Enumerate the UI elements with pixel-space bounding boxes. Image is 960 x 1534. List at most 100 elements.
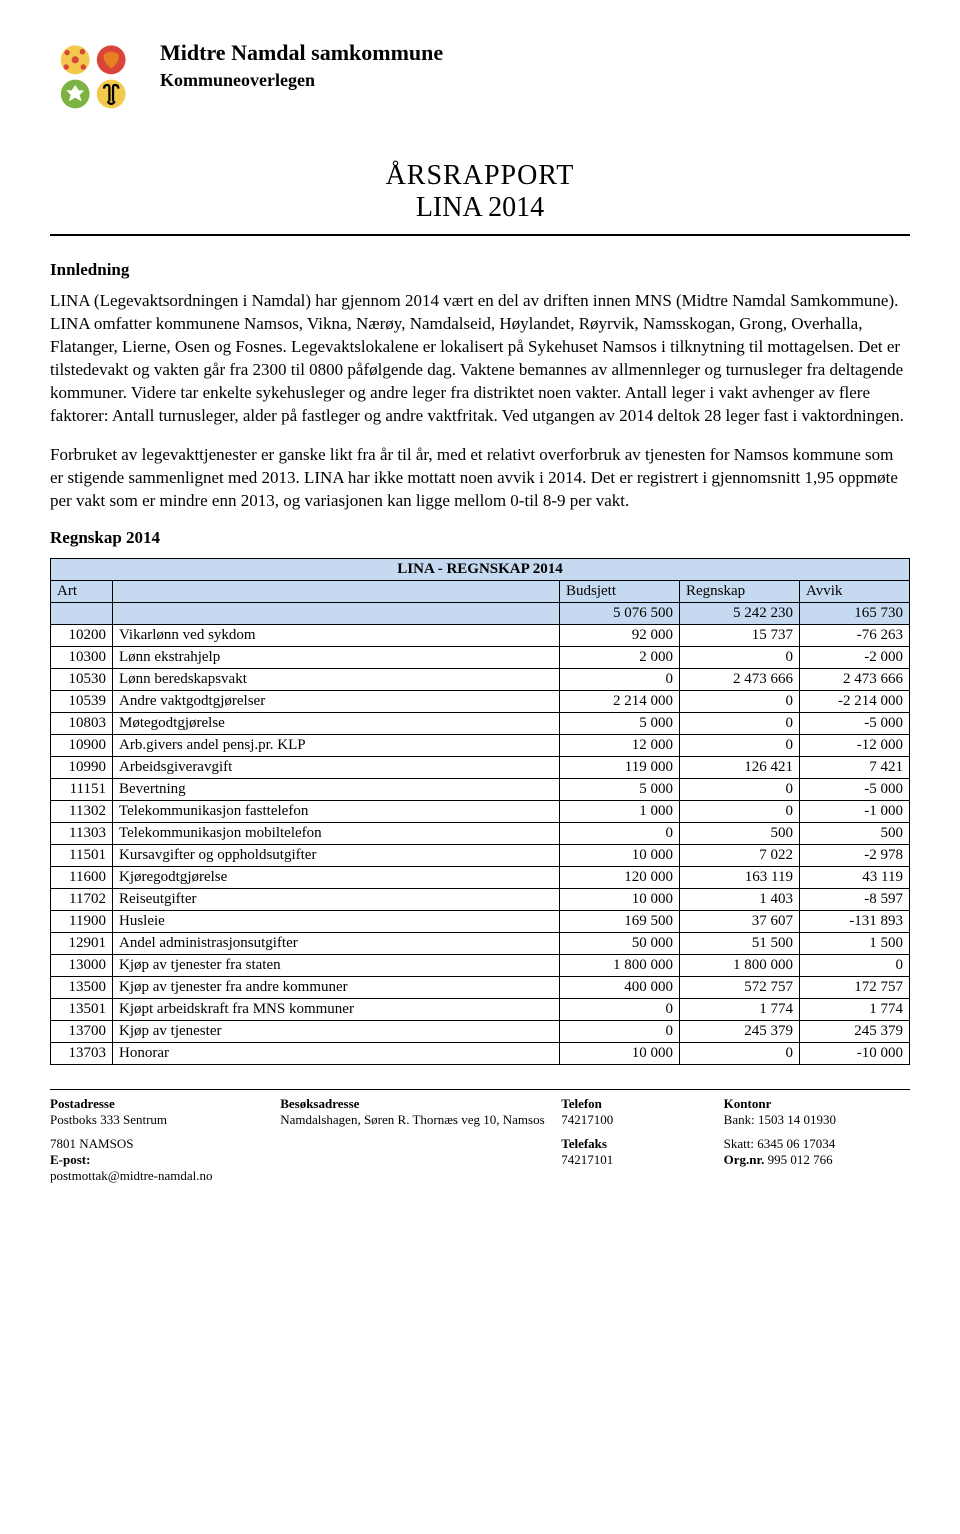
col-blank bbox=[113, 581, 560, 603]
row-avvik: 500 bbox=[800, 823, 910, 845]
row-avvik: -5 000 bbox=[800, 779, 910, 801]
row-budsjett: 5 000 bbox=[560, 779, 680, 801]
row-budsjett: 120 000 bbox=[560, 867, 680, 889]
table-row: 10990Arbeidsgiveravgift119 000126 4217 4… bbox=[51, 757, 910, 779]
row-desc: Vikarlønn ved sykdom bbox=[113, 625, 560, 647]
row-regnskap: 51 500 bbox=[680, 933, 800, 955]
acct-value: Bank: 1503 14 01930 bbox=[724, 1112, 910, 1128]
row-code: 11151 bbox=[51, 779, 113, 801]
col-avvik: Avvik bbox=[800, 581, 910, 603]
row-avvik: 245 379 bbox=[800, 1021, 910, 1043]
row-regnskap: 245 379 bbox=[680, 1021, 800, 1043]
row-avvik: -12 000 bbox=[800, 735, 910, 757]
row-budsjett: 0 bbox=[560, 999, 680, 1021]
row-code: 13703 bbox=[51, 1043, 113, 1065]
row-code: 13000 bbox=[51, 955, 113, 977]
table-row: 13500Kjøp av tjenester fra andre kommune… bbox=[51, 977, 910, 999]
email-heading: E-post: bbox=[50, 1152, 90, 1167]
row-code: 11600 bbox=[51, 867, 113, 889]
row-avvik: -131 893 bbox=[800, 911, 910, 933]
row-budsjett: 0 bbox=[560, 1021, 680, 1043]
row-desc: Husleie bbox=[113, 911, 560, 933]
row-avvik: 0 bbox=[800, 955, 910, 977]
row-budsjett: 12 000 bbox=[560, 735, 680, 757]
table-row: 13703Honorar10 0000-10 000 bbox=[51, 1043, 910, 1065]
tel-value: 74217100 bbox=[561, 1112, 713, 1128]
post-heading: Postadresse bbox=[50, 1096, 270, 1112]
row-desc: Arb.givers andel pensj.pr. KLP bbox=[113, 735, 560, 757]
tel-heading: Telefon bbox=[561, 1096, 713, 1112]
row-desc: Telekommunikasjon fasttelefon bbox=[113, 801, 560, 823]
row-code: 11900 bbox=[51, 911, 113, 933]
regnskap-heading: Regnskap 2014 bbox=[50, 528, 910, 548]
orgnr-value: 995 012 766 bbox=[768, 1152, 833, 1167]
row-desc: Arbeidsgiveravgift bbox=[113, 757, 560, 779]
tax-value: Skatt: 6345 06 17034 bbox=[724, 1136, 910, 1152]
row-desc: Andel administrasjonsutgifter bbox=[113, 933, 560, 955]
doc-title-line2: LINA 2014 bbox=[50, 192, 910, 224]
row-budsjett: 10 000 bbox=[560, 1043, 680, 1065]
row-avvik: -2 214 000 bbox=[800, 691, 910, 713]
row-desc: Møtegodtgjørelse bbox=[113, 713, 560, 735]
row-regnskap: 37 607 bbox=[680, 911, 800, 933]
row-code: 10900 bbox=[51, 735, 113, 757]
row-code: 10300 bbox=[51, 647, 113, 669]
row-code: 10200 bbox=[51, 625, 113, 647]
total-avvik: 165 730 bbox=[800, 603, 910, 625]
table-row: 11302Telekommunikasjon fasttelefon1 0000… bbox=[51, 801, 910, 823]
intro-para-1: LINA (Legevaktsordningen i Namdal) har g… bbox=[50, 290, 910, 428]
table-row: 10539Andre vaktgodtgjørelser2 214 0000-2… bbox=[51, 691, 910, 713]
row-regnskap: 7 022 bbox=[680, 845, 800, 867]
table-row: 11900Husleie169 50037 607-131 893 bbox=[51, 911, 910, 933]
table-row: 11501Kursavgifter og oppholdsutgifter10 … bbox=[51, 845, 910, 867]
fax-heading: Telefaks bbox=[561, 1136, 713, 1152]
row-regnskap: 15 737 bbox=[680, 625, 800, 647]
intro-heading: Innledning bbox=[50, 260, 910, 280]
email-value: postmottak@midtre-namdal.no bbox=[50, 1168, 270, 1184]
row-desc: Andre vaktgodtgjørelser bbox=[113, 691, 560, 713]
row-regnskap: 0 bbox=[680, 735, 800, 757]
row-regnskap: 1 403 bbox=[680, 889, 800, 911]
row-budsjett: 50 000 bbox=[560, 933, 680, 955]
table-row: 10200Vikarlønn ved sykdom92 00015 737-76… bbox=[51, 625, 910, 647]
row-code: 11501 bbox=[51, 845, 113, 867]
row-budsjett: 5 000 bbox=[560, 713, 680, 735]
row-regnskap: 0 bbox=[680, 713, 800, 735]
col-regnskap: Regnskap bbox=[680, 581, 800, 603]
row-desc: Lønn ekstrahjelp bbox=[113, 647, 560, 669]
letterhead: Midtre Namdal samkommune Kommuneoverlege… bbox=[50, 40, 910, 130]
row-code: 13500 bbox=[51, 977, 113, 999]
footer: Postadresse Postboks 333 Sentrum 7801 NA… bbox=[50, 1089, 910, 1184]
row-regnskap: 0 bbox=[680, 801, 800, 823]
row-regnskap: 0 bbox=[680, 1043, 800, 1065]
post-line1: Postboks 333 Sentrum bbox=[50, 1112, 270, 1128]
row-desc: Kursavgifter og oppholdsutgifter bbox=[113, 845, 560, 867]
row-budsjett: 92 000 bbox=[560, 625, 680, 647]
row-avvik: -8 597 bbox=[800, 889, 910, 911]
row-budsjett: 2 000 bbox=[560, 647, 680, 669]
row-regnskap: 1 800 000 bbox=[680, 955, 800, 977]
row-code: 10803 bbox=[51, 713, 113, 735]
row-code: 13501 bbox=[51, 999, 113, 1021]
row-desc: Lønn beredskapsvakt bbox=[113, 669, 560, 691]
row-code: 11302 bbox=[51, 801, 113, 823]
row-code: 12901 bbox=[51, 933, 113, 955]
org-name: Midtre Namdal samkommune bbox=[160, 40, 443, 66]
row-budsjett: 1 800 000 bbox=[560, 955, 680, 977]
row-desc: Telekommunikasjon mobiltelefon bbox=[113, 823, 560, 845]
row-regnskap: 126 421 bbox=[680, 757, 800, 779]
row-desc: Honorar bbox=[113, 1043, 560, 1065]
finance-table: LINA - REGNSKAP 2014 Art Budsjett Regnsk… bbox=[50, 558, 910, 1065]
row-avvik: -2 978 bbox=[800, 845, 910, 867]
total-regnskap: 5 242 230 bbox=[680, 603, 800, 625]
intro-para-2: Forbruket av legevakttjenester er ganske… bbox=[50, 444, 910, 513]
row-desc: Kjøregodtgjørelse bbox=[113, 867, 560, 889]
row-regnskap: 2 473 666 bbox=[680, 669, 800, 691]
acct-heading: Kontonr bbox=[724, 1096, 910, 1112]
title-rule bbox=[50, 234, 910, 236]
row-regnskap: 572 757 bbox=[680, 977, 800, 999]
col-art: Art bbox=[51, 581, 113, 603]
table-row: 11151Bevertning5 0000-5 000 bbox=[51, 779, 910, 801]
row-budsjett: 0 bbox=[560, 823, 680, 845]
row-avvik: -1 000 bbox=[800, 801, 910, 823]
